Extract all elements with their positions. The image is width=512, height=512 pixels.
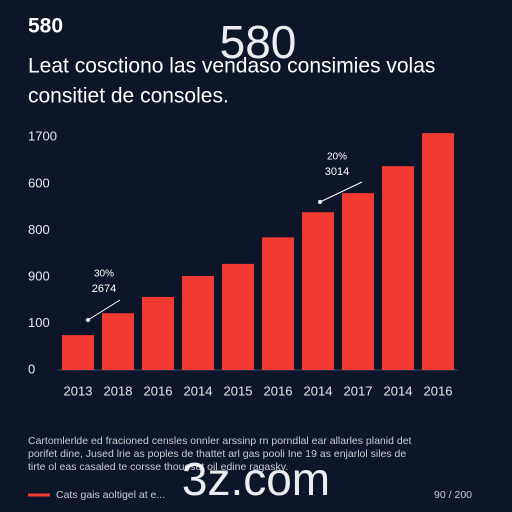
annotation-figure: 2674 [92, 283, 116, 295]
bar [262, 237, 294, 370]
x-tick-label: 2013 [64, 383, 93, 398]
y-tick-label: 800 [28, 222, 50, 237]
x-tick-label: 2016 [264, 383, 293, 398]
kicker: 580 [28, 15, 63, 38]
bar [422, 133, 454, 370]
annotation-arrow [319, 181, 363, 203]
x-tick-label: 2016 [144, 383, 173, 398]
legend-label: Cats gais aoltigel at e... [56, 489, 165, 501]
y-tick-label: 1700 [28, 129, 57, 144]
bar [62, 335, 94, 370]
x-tick-label: 2015 [224, 383, 253, 398]
annotation-figure: 3014 [325, 166, 349, 178]
bar [182, 275, 214, 370]
annotation-pct: 20% [327, 152, 347, 163]
watermark: 580 [220, 16, 297, 68]
annotation-arrow [87, 299, 121, 321]
x-tick-label: 2014 [184, 383, 213, 398]
annotation-pct: 30% [94, 269, 114, 280]
annotation-dot [86, 318, 90, 322]
x-tick-label: 2014 [384, 383, 413, 398]
page-note: 90 / 200 [434, 489, 472, 501]
chart-title: Leat cosctiono las vendaso consimies vol… [28, 55, 435, 78]
annotation-dot [318, 200, 322, 204]
y-tick-label: 900 [28, 268, 50, 283]
bar [342, 193, 374, 370]
x-tick-label: 2016 [424, 383, 453, 398]
watermark: 3z.com [182, 453, 330, 505]
bar [302, 212, 334, 370]
y-tick-label: 600 [28, 175, 50, 190]
bar [142, 296, 174, 370]
footnote: porifet dine, Jused lrie as poples de th… [28, 448, 406, 460]
bar [102, 313, 134, 370]
x-tick-label: 2017 [344, 383, 373, 398]
chart-title: consitiet de consoles. [28, 85, 229, 108]
x-tick-label: 2018 [104, 383, 133, 398]
y-tick-label: 100 [28, 315, 50, 330]
bar [222, 263, 254, 370]
footnote: Cartomlerlde ed fracioned censles onnler… [28, 435, 412, 447]
footnote: tirte ol eas casaled te corsse thoueset … [28, 461, 288, 473]
bar [382, 166, 414, 370]
x-tick-label: 2014 [304, 383, 333, 398]
y-tick-label: 0 [28, 361, 35, 376]
